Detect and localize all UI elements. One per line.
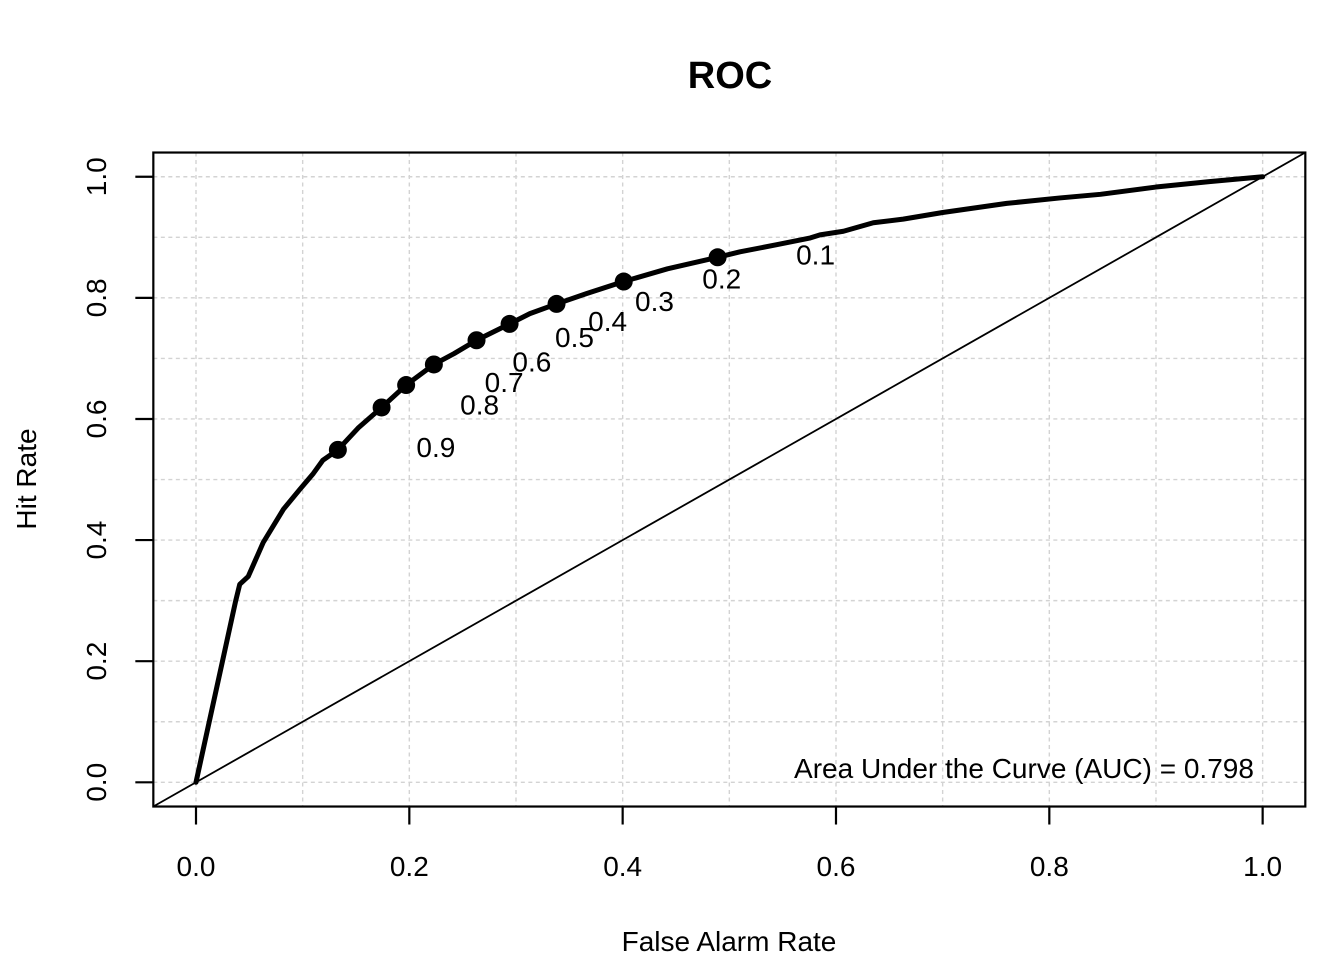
x-tick-label: 0.4 — [603, 851, 642, 882]
x-tick-label: 0.8 — [1030, 851, 1069, 882]
y-tick-label: 0.2 — [81, 642, 112, 681]
criterion-point — [467, 331, 486, 350]
y-tick-label: 0.4 — [81, 521, 112, 560]
x-tick-label: 0.0 — [177, 851, 216, 882]
auc-annotation: Area Under the Curve (AUC) = 0.798 — [794, 753, 1254, 784]
criterion-label: 0.5 — [555, 322, 594, 353]
criterion-point — [500, 314, 519, 333]
x-tick-label: 0.6 — [817, 851, 856, 882]
y-tick-label: 0.8 — [81, 278, 112, 317]
criterion-point — [372, 398, 391, 417]
criterion-point — [547, 294, 566, 313]
criterion-points — [328, 248, 727, 459]
criterion-label: 0.8 — [460, 389, 499, 420]
criterion-label: 0.1 — [796, 239, 835, 270]
criterion-point — [328, 440, 347, 459]
x-tick-label: 0.2 — [390, 851, 429, 882]
x-tick-label: 1.0 — [1243, 851, 1282, 882]
criterion-point — [424, 355, 443, 374]
y-axis-label: Hit Rate — [11, 428, 42, 529]
plot-box-border — [152, 151, 1307, 808]
chart-title: ROC — [688, 55, 772, 97]
axis-tick-labels: 0.0 0.2 0.4 0.6 0.8 1.0 0.0 0.2 0.4 0.6 0.8 1.0 — [81, 157, 1282, 882]
criterion-label: 0.2 — [702, 264, 741, 295]
axis-ticks — [135, 175, 1264, 825]
criterion-point — [397, 376, 416, 395]
criterion-point — [708, 248, 727, 267]
plot-box — [152, 151, 1307, 808]
chance-diagonal-line — [152, 151, 1306, 808]
criterion-point — [614, 272, 633, 291]
x-axis-label: False Alarm Rate — [622, 926, 837, 957]
criterion-label: 0.4 — [588, 306, 627, 337]
criterion-label: 0.3 — [635, 286, 674, 317]
y-tick-label: 0.6 — [81, 400, 112, 439]
criterion-label: 0.7 — [485, 367, 524, 398]
y-tick-label: 0.0 — [81, 763, 112, 802]
criterion-label: 0.9 — [416, 432, 455, 463]
criterion-point-labels: 0.1 0.2 0.3 0.40.50.60.70.80.9 — [416, 239, 835, 463]
grid-lines — [153, 152, 1306, 807]
criterion-label: 0.6 — [512, 346, 551, 377]
y-tick-label: 1.0 — [81, 157, 112, 196]
